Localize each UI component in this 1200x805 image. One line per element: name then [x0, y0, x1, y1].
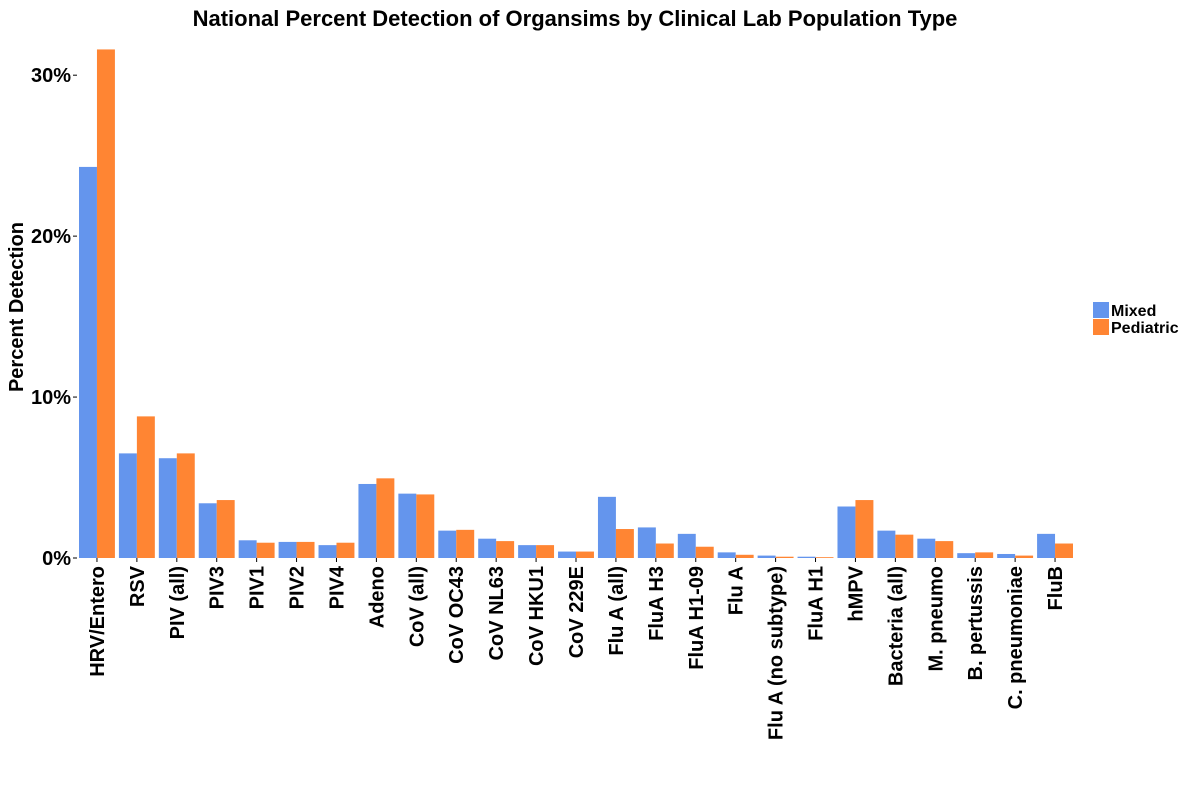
- bar-mixed-11: [518, 545, 537, 559]
- x-tick-label: HRV/Entero: [87, 566, 109, 677]
- bar-pediatric-0: [96, 49, 115, 558]
- x-tick-label: M. pneumo: [925, 566, 947, 672]
- x-tick-label: RSV: [127, 565, 149, 607]
- bar-pediatric-3: [216, 500, 235, 558]
- x-tick-label: FluA H1-09: [686, 566, 708, 670]
- bar-pediatric-10: [496, 541, 515, 558]
- bar-pediatric-19: [855, 500, 874, 558]
- bar-mixed-18: [797, 556, 816, 558]
- x-tick-label: Bacteria (all): [885, 566, 907, 686]
- bar-pediatric-7: [376, 478, 395, 558]
- x-tick-label: CoV OC43: [446, 566, 468, 664]
- y-tick-label: 30%: [31, 65, 71, 87]
- bar-mixed-9: [438, 530, 457, 558]
- bar-pediatric-13: [615, 529, 634, 558]
- y-axis-ticks: 0% 10% 20% 30%: [31, 65, 77, 570]
- y-tick-label: 10%: [31, 387, 71, 409]
- bar-pediatric-11: [536, 545, 555, 559]
- x-tick-label: Flu A (all): [606, 566, 628, 656]
- x-tick-label: PIV (all): [167, 566, 189, 639]
- x-tick-label: hMPV: [845, 565, 867, 621]
- bar-mixed-22: [957, 553, 976, 558]
- bar-pediatric-5: [296, 541, 315, 558]
- x-tick-label: CoV 229E: [566, 566, 588, 658]
- bar-pediatric-18: [815, 557, 834, 558]
- bar-pediatric-14: [655, 543, 674, 558]
- x-tick-label: FluB: [1045, 566, 1067, 610]
- bar-pediatric-4: [256, 542, 275, 558]
- bar-mixed-8: [398, 493, 417, 559]
- x-axis-ticks: HRV/Entero RSV PIV (all) PIV3 PIV1 PIV2 PIV4 Ad…: [87, 558, 1067, 740]
- bar-pediatric-15: [695, 546, 714, 558]
- x-tick-label: Flu A (no subtype): [766, 566, 788, 740]
- x-tick-label: PIV2: [287, 566, 309, 609]
- bar-pediatric-1: [136, 416, 155, 559]
- bar-mixed-17: [757, 555, 776, 558]
- x-tick-label: CoV HKU1: [526, 566, 548, 666]
- bars-group: [79, 49, 1073, 559]
- bar-mixed-6: [318, 545, 337, 559]
- y-tick-label: 20%: [31, 226, 71, 248]
- legend-label-mixed: Mixed: [1111, 303, 1156, 320]
- bar-mixed-21: [917, 538, 936, 558]
- bar-mixed-16: [717, 552, 736, 558]
- x-tick-label: Adeno: [366, 566, 388, 628]
- bar-pediatric-16: [735, 554, 754, 558]
- bar-mixed-14: [637, 527, 656, 558]
- bar-mixed-20: [877, 530, 896, 558]
- bar-pediatric-22: [975, 552, 994, 558]
- bar-mixed-19: [837, 506, 856, 558]
- bar-mixed-13: [597, 496, 616, 558]
- bar-mixed-5: [278, 541, 297, 558]
- bar-pediatric-9: [456, 529, 475, 558]
- bar-mixed-3: [198, 503, 217, 558]
- bar-pediatric-17: [775, 556, 794, 558]
- bar-pediatric-6: [336, 542, 355, 558]
- bar-pediatric-24: [1055, 543, 1073, 558]
- x-tick-label: PIV1: [247, 566, 269, 609]
- bar-mixed-1: [118, 453, 137, 558]
- bar-pediatric-2: [176, 453, 195, 558]
- y-tick-label: 0%: [42, 548, 71, 570]
- x-tick-label: FluA H3: [646, 566, 668, 641]
- x-tick-label: PIV4: [326, 565, 348, 609]
- bar-mixed-24: [1037, 533, 1056, 558]
- legend-swatch-pediatric: [1093, 319, 1109, 335]
- bar-pediatric-23: [1015, 555, 1034, 558]
- bar-pediatric-20: [895, 534, 914, 558]
- bar-mixed-7: [358, 483, 377, 558]
- bar-mixed-2: [158, 458, 177, 558]
- bar-mixed-15: [677, 533, 696, 558]
- x-tick-label: FluA H1: [806, 566, 828, 641]
- bar-mixed-10: [478, 538, 497, 558]
- legend-label-pediatric: Pediatric: [1111, 320, 1179, 337]
- x-tick-label: C. pneumoniae: [1005, 566, 1027, 709]
- bar-pediatric-21: [935, 541, 954, 558]
- chart-title: National Percent Detection of Organsims …: [193, 6, 958, 31]
- bar-pediatric-12: [576, 551, 594, 558]
- x-tick-label: Flu A: [726, 566, 748, 615]
- x-tick-label: PIV3: [207, 566, 229, 609]
- bar-mixed-0: [79, 166, 97, 559]
- legend-swatch-mixed: [1093, 302, 1109, 318]
- x-tick-label: CoV NL63: [486, 566, 508, 660]
- bar-mixed-4: [238, 540, 257, 558]
- bar-pediatric-8: [416, 494, 435, 558]
- x-tick-label: B. pertussis: [965, 566, 987, 680]
- bar-mixed-23: [997, 553, 1016, 558]
- x-tick-label: CoV (all): [406, 566, 428, 647]
- y-axis-label: Percent Detection: [6, 222, 28, 392]
- bar-mixed-12: [558, 551, 576, 558]
